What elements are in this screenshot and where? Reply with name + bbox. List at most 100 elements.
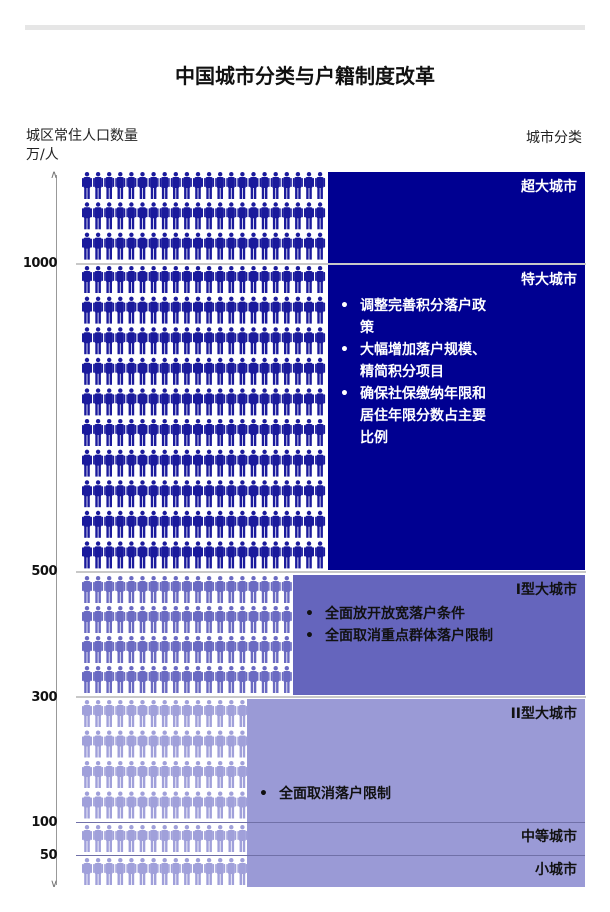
person-icon	[137, 666, 148, 693]
person-icon	[304, 419, 314, 446]
person-icon	[148, 327, 159, 355]
person-icon	[115, 761, 126, 788]
person-icon	[259, 232, 270, 260]
threshold-line	[76, 263, 586, 265]
person-icon	[148, 666, 159, 693]
person-icon	[93, 825, 104, 852]
person-icon	[82, 388, 92, 416]
person-icon	[270, 172, 281, 199]
person-icon	[193, 172, 203, 199]
person-icon	[248, 541, 259, 569]
person-icon	[115, 700, 126, 727]
person-icon	[181, 510, 192, 538]
person-icon	[237, 858, 248, 885]
person-icon	[115, 666, 126, 693]
person-icon	[270, 296, 281, 324]
person-icon	[270, 388, 281, 416]
person-icon	[259, 541, 270, 569]
person-icon	[126, 202, 137, 230]
person-icon	[270, 327, 281, 355]
person-icon	[104, 700, 115, 727]
threshold-line	[76, 822, 248, 823]
person-icon	[93, 232, 104, 260]
person-icon	[193, 541, 203, 569]
person-icon	[270, 357, 281, 385]
person-icon	[82, 606, 92, 633]
person-icon	[170, 858, 181, 885]
person-icon	[93, 388, 104, 416]
person-icon	[281, 232, 292, 260]
person-icon	[204, 791, 215, 819]
person-icon	[82, 232, 92, 260]
person-icon	[126, 449, 137, 477]
person-icon	[104, 172, 115, 199]
category-header: 城市分类	[526, 130, 582, 146]
person-icon	[215, 791, 226, 819]
person-icon	[259, 419, 270, 446]
person-icon	[304, 296, 314, 324]
person-icon	[82, 510, 92, 538]
person-icon	[204, 357, 215, 385]
person-icon	[148, 296, 159, 324]
person-icon	[170, 419, 181, 446]
person-icon	[204, 825, 215, 852]
threshold-line	[76, 696, 586, 698]
person-icon	[248, 232, 259, 260]
person-icon	[193, 266, 203, 293]
person-icon	[215, 606, 226, 633]
person-icon	[82, 172, 92, 199]
person-icon	[159, 541, 170, 569]
person-icon	[315, 388, 326, 416]
person-icon	[115, 636, 126, 663]
person-icon	[270, 480, 281, 508]
person-icon	[248, 202, 259, 230]
person-icon	[193, 636, 203, 663]
person-icon	[159, 296, 170, 324]
person-icon	[104, 202, 115, 230]
person-icon	[237, 388, 248, 416]
person-icon	[259, 510, 270, 538]
person-icon	[237, 730, 248, 758]
person-icon	[315, 449, 326, 477]
person-icon	[281, 388, 292, 416]
person-icon	[148, 172, 159, 199]
person-icon	[137, 266, 148, 293]
person-icon	[315, 232, 326, 260]
person-icon	[204, 576, 215, 603]
person-icon	[226, 541, 237, 569]
person-icon	[104, 825, 115, 852]
person-icon	[237, 266, 248, 293]
person-icon	[226, 791, 237, 819]
person-icon	[237, 666, 248, 693]
person-icon	[181, 419, 192, 446]
person-icon	[270, 666, 281, 693]
person-icon	[170, 296, 181, 324]
threshold-line	[76, 571, 586, 573]
person-icon	[215, 825, 226, 852]
person-icon	[126, 232, 137, 260]
person-icon	[170, 700, 181, 727]
person-icon	[237, 327, 248, 355]
person-icon	[159, 636, 170, 663]
category-name-medium: 中等城市	[521, 829, 577, 845]
person-icon	[248, 327, 259, 355]
person-icon	[248, 388, 259, 416]
person-icon	[226, 576, 237, 603]
policy-list: 调整完善积分落户政策 大幅增加落户规模、精简积分项目 确保社保缴纳年限和居住年限…	[338, 295, 498, 449]
person-icon	[204, 172, 215, 199]
tick-300: 300	[31, 690, 57, 705]
person-icon	[215, 388, 226, 416]
person-icon	[148, 858, 159, 885]
person-icon	[115, 576, 126, 603]
person-icon	[237, 357, 248, 385]
person-icon	[181, 480, 192, 508]
person-icon	[193, 700, 203, 727]
person-icon	[148, 761, 159, 788]
person-icon	[181, 449, 192, 477]
person-icon	[248, 606, 259, 633]
person-icon	[148, 202, 159, 230]
person-icon	[292, 172, 303, 199]
person-icon	[259, 576, 270, 603]
person-icon	[126, 761, 137, 788]
person-icon	[170, 510, 181, 538]
